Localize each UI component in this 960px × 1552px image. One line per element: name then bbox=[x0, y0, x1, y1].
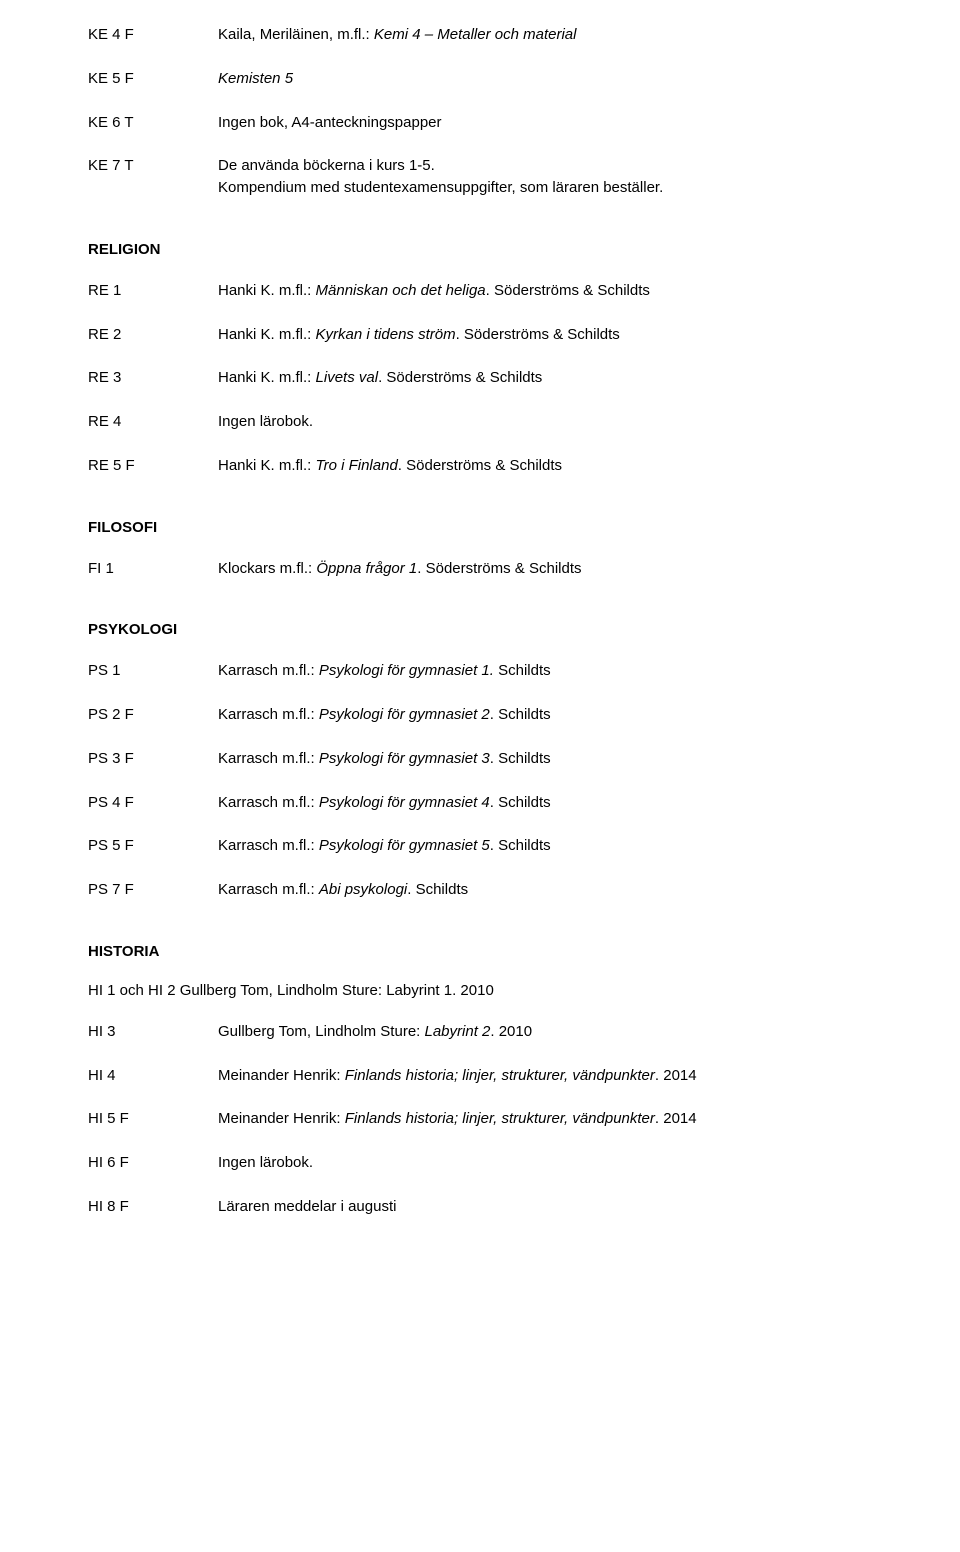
list-row: FI 1Klockars m.fl.: Öppna frågor 1. Söde… bbox=[88, 558, 872, 580]
list-row: HI 3Gullberg Tom, Lindholm Sture: Labyri… bbox=[88, 1021, 872, 1043]
course-code: HI 5 F bbox=[88, 1108, 218, 1130]
course-description: Karrasch m.fl.: Abi psykologi. Schildts bbox=[218, 879, 872, 901]
course-code: RE 5 F bbox=[88, 455, 218, 477]
list-row: PS 5 FKarrasch m.fl.: Psykologi för gymn… bbox=[88, 835, 872, 857]
section-heading: RELIGION bbox=[88, 241, 872, 258]
course-description: Karrasch m.fl.: Psykologi för gymnasiet … bbox=[218, 704, 872, 726]
list-row: KE 4 FKaila, Meriläinen, m.fl.: Kemi 4 –… bbox=[88, 24, 872, 46]
section: RELIGION RE 1Hanki K. m.fl.: Människan oc… bbox=[88, 241, 872, 477]
section: FILOSOFI FI 1Klockars m.fl.: Öppna frågor… bbox=[88, 519, 872, 580]
section-heading: FILOSOFI bbox=[88, 519, 872, 536]
list-row: HI 6 FIngen lärobok. bbox=[88, 1152, 872, 1174]
list-row: KE 7 TDe använda böckerna i kurs 1-5.Kom… bbox=[88, 155, 872, 199]
course-code: RE 1 bbox=[88, 280, 218, 302]
course-description: Karrasch m.fl.: Psykologi för gymnasiet … bbox=[218, 748, 872, 770]
list-row: HI 5 FMeinander Henrik: Finlands histori… bbox=[88, 1108, 872, 1130]
course-code: RE 3 bbox=[88, 367, 218, 389]
list-row: RE 2Hanki K. m.fl.: Kyrkan i tidens strö… bbox=[88, 324, 872, 346]
course-code: HI 3 bbox=[88, 1021, 218, 1043]
course-code: RE 2 bbox=[88, 324, 218, 346]
course-code: PS 2 F bbox=[88, 704, 218, 726]
course-description: Hanki K. m.fl.: Livets val. Söderströms … bbox=[218, 367, 872, 389]
list-row: RE 4Ingen lärobok. bbox=[88, 411, 872, 433]
course-description: Klockars m.fl.: Öppna frågor 1. Söderstr… bbox=[218, 558, 872, 580]
course-code: HI 6 F bbox=[88, 1152, 218, 1174]
section-heading: PSYKOLOGI bbox=[88, 621, 872, 638]
course-code: HI 4 bbox=[88, 1065, 218, 1087]
course-code: PS 7 F bbox=[88, 879, 218, 901]
course-code: KE 4 F bbox=[88, 24, 218, 46]
section: PSYKOLOGIPS 1Karrasch m.fl.: Psykologi f… bbox=[88, 621, 872, 901]
list-row: RE 5 FHanki K. m.fl.: Tro i Finland. Söd… bbox=[88, 455, 872, 477]
course-description: Gullberg Tom, Lindholm Sture: Labyrint 1… bbox=[180, 982, 494, 999]
list-row: PS 1Karrasch m.fl.: Psykologi för gymnas… bbox=[88, 660, 872, 682]
course-description: Karrasch m.fl.: Psykologi för gymnasiet … bbox=[218, 835, 872, 857]
course-description: Hanki K. m.fl.: Människan och det heliga… bbox=[218, 280, 872, 302]
course-description: Kemisten 5 bbox=[218, 68, 872, 90]
course-code: PS 1 bbox=[88, 660, 218, 682]
course-description: Ingen lärobok. bbox=[218, 1152, 872, 1174]
course-code: KE 5 F bbox=[88, 68, 218, 90]
course-code: PS 3 F bbox=[88, 748, 218, 770]
course-description: Kaila, Meriläinen, m.fl.: Kemi 4 – Metal… bbox=[218, 24, 872, 46]
section: KE 4 FKaila, Meriläinen, m.fl.: Kemi 4 –… bbox=[88, 24, 872, 199]
course-code: KE 6 T bbox=[88, 112, 218, 134]
course-code: PS 4 F bbox=[88, 792, 218, 814]
course-description: Karrasch m.fl.: Psykologi för gymnasiet … bbox=[218, 660, 872, 682]
list-row: RE 1Hanki K. m.fl.: Människan och det he… bbox=[88, 280, 872, 302]
course-description: Läraren meddelar i augusti bbox=[218, 1196, 872, 1218]
list-row: PS 7 FKarrasch m.fl.: Abi psykologi. Sch… bbox=[88, 879, 872, 901]
course-description: Hanki K. m.fl.: Tro i Finland. Söderströ… bbox=[218, 455, 872, 477]
course-description: Karrasch m.fl.: Psykologi för gymnasiet … bbox=[218, 792, 872, 814]
list-row: HI 4Meinander Henrik: Finlands historia;… bbox=[88, 1065, 872, 1087]
course-code: RE 4 bbox=[88, 411, 218, 433]
list-row: KE 5 FKemisten 5 bbox=[88, 68, 872, 90]
course-description: Meinander Henrik: Finlands historia; lin… bbox=[218, 1108, 872, 1130]
page-root: KE 4 FKaila, Meriläinen, m.fl.: Kemi 4 –… bbox=[0, 0, 960, 1320]
list-row: KE 6 TIngen bok, A4-anteckningspapper bbox=[88, 112, 872, 134]
list-row: PS 3 FKarrasch m.fl.: Psykologi för gymn… bbox=[88, 748, 872, 770]
course-description: Meinander Henrik: Finlands historia; lin… bbox=[218, 1065, 872, 1087]
course-description: Ingen lärobok. bbox=[218, 411, 872, 433]
course-description: De använda böckerna i kurs 1-5.Kompendiu… bbox=[218, 155, 872, 199]
course-code: PS 5 F bbox=[88, 835, 218, 857]
list-row: RE 3Hanki K. m.fl.: Livets val. Söderstr… bbox=[88, 367, 872, 389]
course-code: HI 8 F bbox=[88, 1196, 218, 1218]
list-row: PS 4 FKarrasch m.fl.: Psykologi för gymn… bbox=[88, 792, 872, 814]
section-heading: HISTORIA bbox=[88, 943, 872, 960]
list-row: PS 2 FKarrasch m.fl.: Psykologi för gymn… bbox=[88, 704, 872, 726]
course-description: Ingen bok, A4-anteckningspapper bbox=[218, 112, 872, 134]
list-row: HI 8 FLäraren meddelar i augusti bbox=[88, 1196, 872, 1218]
list-row: HI 1 och HI 2 Gullberg Tom, Lindholm Stu… bbox=[88, 982, 872, 999]
course-description: Gullberg Tom, Lindholm Sture: Labyrint 2… bbox=[218, 1021, 872, 1043]
course-code: HI 1 och HI 2 bbox=[88, 982, 180, 999]
course-code: FI 1 bbox=[88, 558, 218, 580]
course-code: KE 7 T bbox=[88, 155, 218, 177]
section: HISTORIA HI 1 och HI 2 Gullberg Tom, Lind… bbox=[88, 943, 872, 1218]
course-description: Hanki K. m.fl.: Kyrkan i tidens ström. S… bbox=[218, 324, 872, 346]
